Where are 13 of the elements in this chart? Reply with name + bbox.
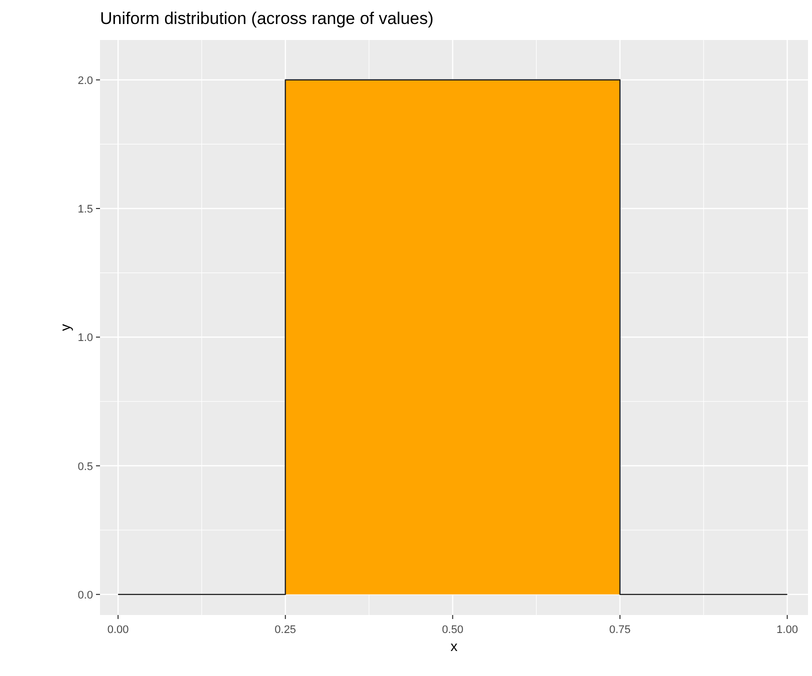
x-tick-label: 0.75 xyxy=(609,624,631,636)
y-tick-label: 1.0 xyxy=(78,332,93,344)
y-tick-label: 1.5 xyxy=(78,204,93,216)
y-tick-label: 0.0 xyxy=(78,589,93,602)
chart-title: Uniform distribution (across range of values) xyxy=(100,9,434,28)
x-axis-title: x xyxy=(450,638,458,654)
x-tick-label: 0.50 xyxy=(442,624,464,636)
x-tick-label: 1.00 xyxy=(776,624,798,636)
y-tick-label: 0.5 xyxy=(78,460,93,473)
x-tick-label: 0.00 xyxy=(107,624,129,636)
y-tick-label: 2.0 xyxy=(78,74,93,87)
y-axis-title: y xyxy=(57,324,73,331)
x-tick-label: 0.25 xyxy=(274,624,296,636)
